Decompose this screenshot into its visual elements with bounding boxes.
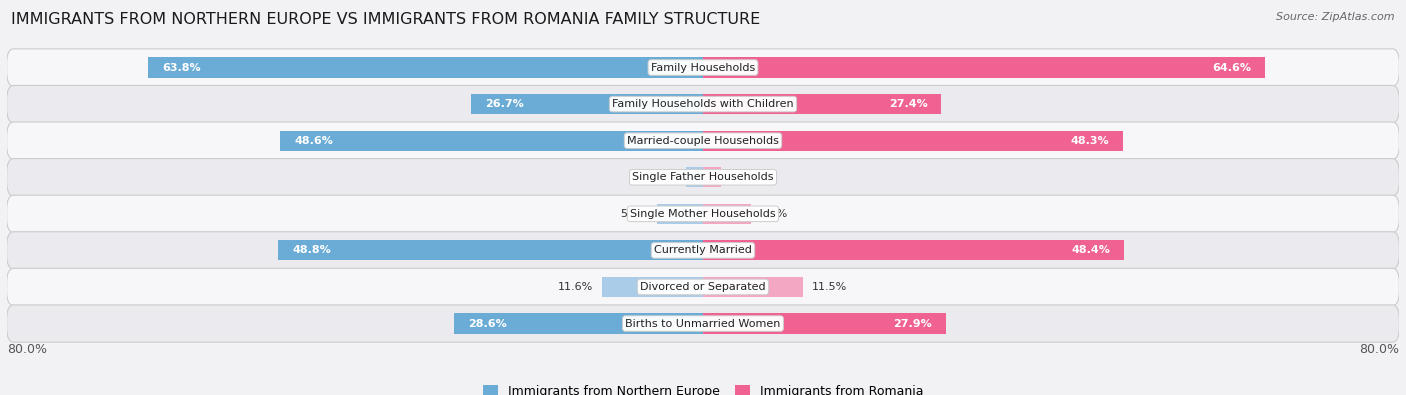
FancyBboxPatch shape bbox=[7, 158, 1399, 196]
Text: 2.1%: 2.1% bbox=[730, 172, 758, 182]
FancyBboxPatch shape bbox=[7, 195, 1399, 233]
Bar bbox=[278, 240, 703, 260]
FancyBboxPatch shape bbox=[7, 122, 1399, 159]
FancyBboxPatch shape bbox=[7, 268, 1399, 306]
Bar bbox=[280, 131, 703, 151]
FancyBboxPatch shape bbox=[7, 49, 1399, 86]
Text: 63.8%: 63.8% bbox=[162, 62, 201, 73]
Bar bbox=[703, 314, 946, 334]
Text: 80.0%: 80.0% bbox=[7, 343, 46, 356]
Bar bbox=[703, 277, 803, 297]
Bar bbox=[703, 204, 751, 224]
FancyBboxPatch shape bbox=[7, 305, 1399, 342]
FancyBboxPatch shape bbox=[7, 85, 1399, 123]
Text: Married-couple Households: Married-couple Households bbox=[627, 135, 779, 146]
Text: 28.6%: 28.6% bbox=[468, 318, 506, 329]
Text: 48.4%: 48.4% bbox=[1071, 245, 1111, 256]
Legend: Immigrants from Northern Europe, Immigrants from Romania: Immigrants from Northern Europe, Immigra… bbox=[478, 380, 928, 395]
Text: Currently Married: Currently Married bbox=[654, 245, 752, 256]
Text: 48.8%: 48.8% bbox=[292, 245, 332, 256]
Bar bbox=[454, 314, 703, 334]
Text: 11.5%: 11.5% bbox=[811, 282, 846, 292]
Bar bbox=[686, 167, 703, 187]
Text: 11.6%: 11.6% bbox=[558, 282, 593, 292]
Text: 5.3%: 5.3% bbox=[620, 209, 648, 219]
Text: 64.6%: 64.6% bbox=[1212, 62, 1251, 73]
Text: Source: ZipAtlas.com: Source: ZipAtlas.com bbox=[1277, 12, 1395, 22]
Text: Family Households: Family Households bbox=[651, 62, 755, 73]
Text: 27.4%: 27.4% bbox=[889, 99, 928, 109]
Text: Divorced or Separated: Divorced or Separated bbox=[640, 282, 766, 292]
Bar bbox=[148, 57, 703, 77]
Bar bbox=[703, 167, 721, 187]
Text: 48.6%: 48.6% bbox=[294, 135, 333, 146]
Text: 80.0%: 80.0% bbox=[1360, 343, 1399, 356]
Bar bbox=[471, 94, 703, 114]
Text: 48.3%: 48.3% bbox=[1070, 135, 1109, 146]
Text: Births to Unmarried Women: Births to Unmarried Women bbox=[626, 318, 780, 329]
Bar bbox=[703, 131, 1123, 151]
Text: 2.0%: 2.0% bbox=[648, 172, 676, 182]
Text: 5.5%: 5.5% bbox=[759, 209, 787, 219]
Text: Family Households with Children: Family Households with Children bbox=[612, 99, 794, 109]
Text: Single Father Households: Single Father Households bbox=[633, 172, 773, 182]
Bar bbox=[602, 277, 703, 297]
Text: 26.7%: 26.7% bbox=[485, 99, 523, 109]
Bar bbox=[657, 204, 703, 224]
Text: 27.9%: 27.9% bbox=[893, 318, 932, 329]
FancyBboxPatch shape bbox=[7, 232, 1399, 269]
Bar bbox=[703, 94, 942, 114]
Bar bbox=[703, 240, 1123, 260]
Text: IMMIGRANTS FROM NORTHERN EUROPE VS IMMIGRANTS FROM ROMANIA FAMILY STRUCTURE: IMMIGRANTS FROM NORTHERN EUROPE VS IMMIG… bbox=[11, 12, 761, 27]
Text: Single Mother Households: Single Mother Households bbox=[630, 209, 776, 219]
Bar bbox=[703, 57, 1265, 77]
